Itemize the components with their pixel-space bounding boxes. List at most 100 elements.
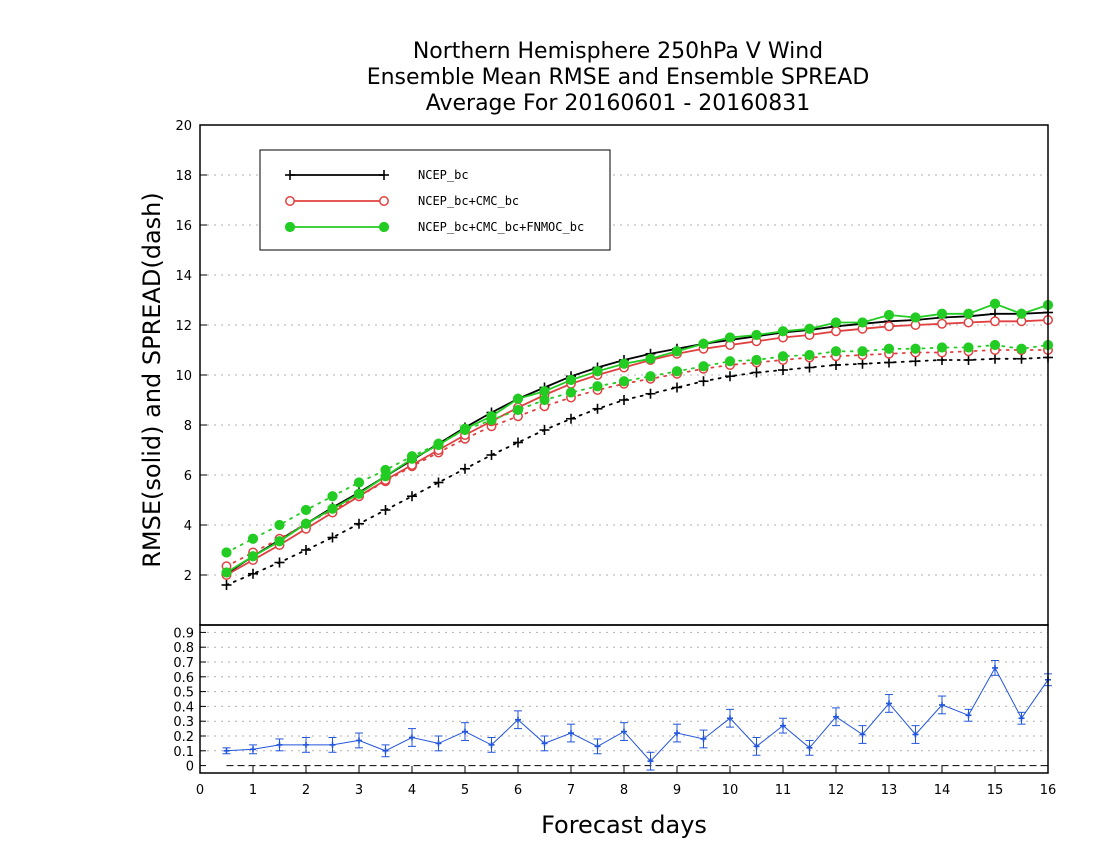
error-bar: [832, 707, 840, 727]
spread-point: [221, 547, 232, 558]
difference-point: [276, 741, 283, 748]
spread-point: [857, 346, 868, 357]
x-tick-label: 11: [775, 783, 792, 798]
spread-point: [1016, 343, 1027, 354]
rmse-line: [226, 311, 1049, 575]
difference-point: [859, 731, 866, 738]
rmse-point: [512, 393, 524, 404]
top-y-tick-label: 8: [184, 419, 192, 434]
difference-point: [992, 664, 998, 671]
spread-point: [353, 477, 365, 488]
spread-point: [698, 376, 709, 387]
error-bar: [540, 735, 549, 752]
spread-point: [830, 346, 842, 357]
error-bar: [1017, 711, 1026, 725]
legend-item-2: NCEP_bc+CMC_bc: [285, 194, 519, 208]
x-tick-label: 5: [461, 783, 469, 798]
legend-marker-start: [285, 196, 295, 206]
x-tick-label: 13: [881, 783, 898, 798]
bottom-y-tick-label: 0.3: [173, 715, 194, 730]
spread-point: [274, 519, 285, 531]
x-tick-label: 2: [302, 783, 310, 798]
rmse-point: [327, 503, 338, 514]
error-bar: [275, 738, 284, 752]
spread-point: [327, 491, 338, 502]
rmse-point: [777, 326, 789, 337]
rmse-point: [565, 374, 577, 386]
bottom-y-tick-label: 0.9: [173, 626, 194, 641]
spread-point: [221, 580, 232, 590]
spread-point: [751, 354, 762, 366]
error-bar: [222, 747, 231, 755]
bottom-y-tick-label: 0.6: [173, 671, 194, 686]
error-bar: [514, 710, 522, 730]
difference-point: [912, 731, 919, 738]
series-ncep-bc-cmc-bc-fnmoc-bc: [221, 298, 1054, 578]
rmse-point: [883, 309, 895, 321]
bottom-panel-grid: [200, 631, 1048, 767]
spread-point: [857, 358, 868, 369]
difference-point: [833, 713, 839, 720]
x-tick-label: 0: [196, 783, 204, 798]
rmse-point: [990, 316, 1000, 327]
bottom-y-tick-label: 0.4: [173, 700, 194, 715]
error-bar: [302, 736, 310, 753]
legend-marker-end: [379, 196, 389, 206]
legend-marker-start: [284, 221, 296, 233]
bottom-y-tick-label: 0.7: [173, 656, 194, 671]
difference-point: [303, 741, 309, 748]
spread-point: [539, 394, 550, 406]
x-tick-label: 10: [722, 783, 739, 798]
spread-point: [724, 356, 736, 367]
rmse-point: [830, 317, 842, 328]
rmse-point: [645, 353, 656, 364]
rmse-point: [724, 332, 736, 343]
x-tick-label: 16: [1040, 783, 1057, 798]
spread-point: [777, 351, 789, 362]
difference-point: [965, 712, 972, 719]
rmse-point: [406, 453, 418, 464]
difference-point: [621, 728, 627, 735]
rmse-point: [459, 423, 471, 434]
spread-point: [486, 450, 497, 460]
difference-point: [488, 741, 495, 748]
rmse-point: [380, 471, 391, 482]
difference-point: [1018, 715, 1025, 722]
difference-point: [939, 701, 945, 708]
error-bar: [699, 729, 708, 749]
spread-point: [592, 403, 603, 414]
spread-point: [963, 355, 974, 365]
error-bar: [885, 694, 893, 713]
spread-point: [460, 463, 470, 474]
spread-point: [301, 545, 311, 555]
rmse-point: [247, 551, 259, 562]
spread-point: [831, 360, 841, 370]
difference-point: [435, 740, 442, 747]
spread-point: [592, 381, 603, 392]
rmse-point: [274, 536, 285, 547]
spread-point: [883, 343, 895, 354]
top-y-tick-label: 18: [175, 169, 192, 184]
error-bar: [249, 744, 257, 755]
bottom-y-tick-label: 0.8: [173, 641, 194, 656]
spread-point: [618, 376, 630, 387]
y-axis-label: RMSE(solid) and SPREAD(dash): [138, 192, 166, 568]
rmse-point: [936, 308, 948, 319]
spread-point: [566, 413, 576, 424]
series-ncep-bc: [221, 307, 1053, 590]
spread-point: [645, 388, 656, 399]
legend-label: NCEP_bc+CMC_bc+FNMOC_bc: [418, 220, 584, 234]
spread-point: [804, 349, 815, 361]
difference-line: [226, 666, 1049, 762]
spread-point: [300, 504, 312, 516]
error-bar: [461, 722, 469, 741]
rmse-point: [963, 308, 974, 319]
error-bar: [673, 723, 681, 743]
difference-point: [727, 715, 733, 722]
series-ncep-bc-cmc-bc: [221, 315, 1053, 580]
rmse-point: [751, 329, 762, 341]
difference-point: [250, 746, 256, 753]
error-bar: [858, 725, 867, 744]
x-tick-label: 8: [620, 783, 628, 798]
rmse-line: [226, 302, 1049, 574]
